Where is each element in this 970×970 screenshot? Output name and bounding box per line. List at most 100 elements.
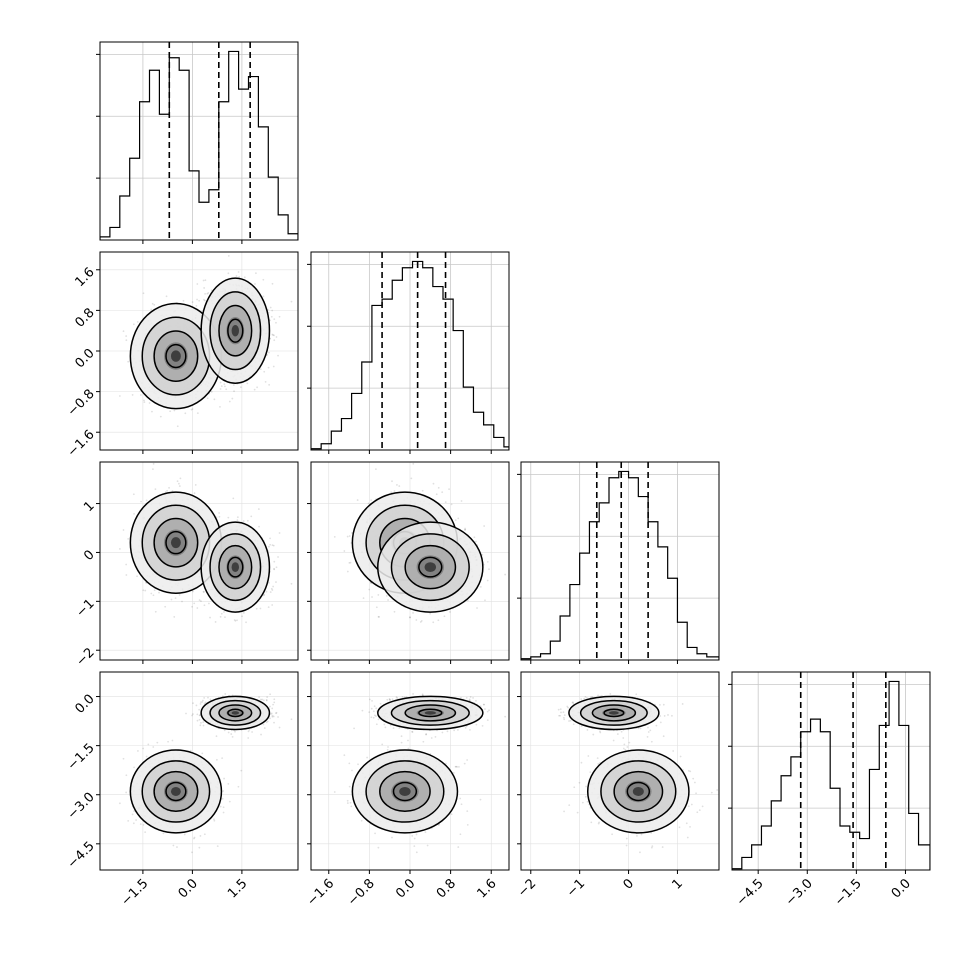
sample-point bbox=[218, 512, 220, 514]
sample-point bbox=[275, 581, 277, 583]
sample-point bbox=[144, 589, 147, 592]
sample-point bbox=[145, 581, 147, 584]
contour-line bbox=[209, 291, 262, 371]
sample-point bbox=[219, 388, 222, 390]
sample-point bbox=[387, 599, 389, 601]
sample-point bbox=[182, 299, 185, 302]
sample-point bbox=[269, 306, 272, 309]
sample-point bbox=[250, 515, 253, 518]
sample-point bbox=[181, 600, 183, 603]
sample-point bbox=[268, 383, 271, 386]
sample-point bbox=[255, 607, 258, 610]
panel-frame bbox=[99, 41, 299, 241]
sample-point bbox=[206, 292, 209, 295]
sample-point bbox=[178, 485, 181, 487]
density-shade bbox=[170, 350, 181, 362]
sample-point bbox=[174, 597, 177, 600]
sample-point bbox=[204, 292, 206, 295]
sample-point bbox=[356, 499, 359, 501]
sample-point bbox=[202, 279, 205, 282]
sample-point bbox=[145, 499, 148, 502]
sample-point bbox=[191, 301, 194, 303]
sample-point bbox=[151, 302, 154, 305]
sample-point bbox=[273, 568, 276, 571]
sample-point bbox=[454, 519, 457, 522]
sample-point bbox=[254, 283, 256, 285]
sample-point bbox=[258, 525, 260, 528]
contour-line bbox=[200, 277, 271, 384]
y-tick-label: −0.8 bbox=[65, 387, 98, 420]
sample-point bbox=[219, 406, 221, 408]
sample-point bbox=[236, 619, 238, 622]
sample-point bbox=[198, 299, 201, 302]
sample-point bbox=[270, 315, 273, 318]
sample-point bbox=[271, 589, 274, 591]
sample-point bbox=[125, 339, 128, 342]
sample-point bbox=[271, 333, 274, 336]
sample-point bbox=[437, 619, 440, 622]
sample-point bbox=[377, 594, 380, 596]
sample-point bbox=[259, 368, 262, 371]
sample-point bbox=[224, 385, 226, 388]
sample-point bbox=[476, 607, 478, 609]
sample-point bbox=[235, 275, 238, 277]
sample-point bbox=[233, 390, 235, 393]
contour-line bbox=[165, 530, 187, 555]
sample-point bbox=[269, 537, 271, 540]
sample-point bbox=[203, 287, 206, 289]
scatter-panel-1-0: −1.6−0.80.00.81.6 bbox=[65, 251, 299, 460]
sample-point bbox=[166, 489, 168, 492]
sample-point bbox=[269, 543, 272, 546]
sample-point bbox=[259, 607, 262, 610]
sample-point bbox=[231, 397, 234, 400]
density-shade bbox=[170, 537, 181, 549]
sample-point bbox=[191, 605, 193, 608]
sample-point bbox=[122, 529, 125, 531]
sample-point bbox=[484, 599, 486, 602]
histogram-step bbox=[311, 260, 509, 450]
sample-point bbox=[152, 462, 155, 465]
sample-point bbox=[227, 516, 230, 519]
sample-point bbox=[219, 381, 222, 384]
sample-point bbox=[196, 607, 199, 609]
sample-point bbox=[196, 283, 199, 285]
sample-point bbox=[125, 574, 128, 576]
sample-point bbox=[265, 590, 268, 593]
sample-point bbox=[278, 532, 281, 534]
sample-point bbox=[142, 292, 145, 295]
sample-point bbox=[375, 468, 377, 471]
sample-point bbox=[242, 612, 245, 614]
sample-point bbox=[464, 528, 467, 531]
sample-point bbox=[473, 536, 476, 539]
histogram-panel-1 bbox=[307, 251, 510, 454]
sample-point bbox=[290, 300, 293, 303]
sample-point bbox=[396, 484, 398, 486]
sample-point bbox=[263, 593, 266, 596]
scatter-panel-2-1 bbox=[307, 461, 510, 664]
sample-point bbox=[253, 388, 256, 391]
sample-point bbox=[275, 336, 278, 338]
sample-point bbox=[234, 619, 237, 622]
contour-line bbox=[200, 521, 271, 613]
sample-point bbox=[127, 537, 130, 540]
sample-point bbox=[255, 272, 257, 275]
sample-point bbox=[263, 370, 266, 373]
sample-point bbox=[170, 598, 173, 601]
sample-point bbox=[204, 279, 207, 282]
sample-point bbox=[245, 621, 247, 624]
sample-point bbox=[262, 278, 265, 281]
sample-point bbox=[486, 579, 489, 582]
y-tick-label: 0.0 bbox=[72, 346, 97, 371]
scatter-panel-2-0: −2−101 bbox=[73, 461, 299, 669]
sample-point bbox=[184, 412, 187, 415]
sample-point bbox=[206, 397, 209, 400]
sample-point bbox=[277, 556, 279, 558]
sample-point bbox=[246, 382, 249, 385]
sample-point bbox=[271, 544, 274, 547]
y-tick-label: 0.8 bbox=[72, 305, 97, 330]
sample-point bbox=[269, 591, 272, 593]
sample-point bbox=[368, 588, 371, 591]
sample-point bbox=[140, 394, 142, 396]
sample-point bbox=[236, 519, 239, 522]
